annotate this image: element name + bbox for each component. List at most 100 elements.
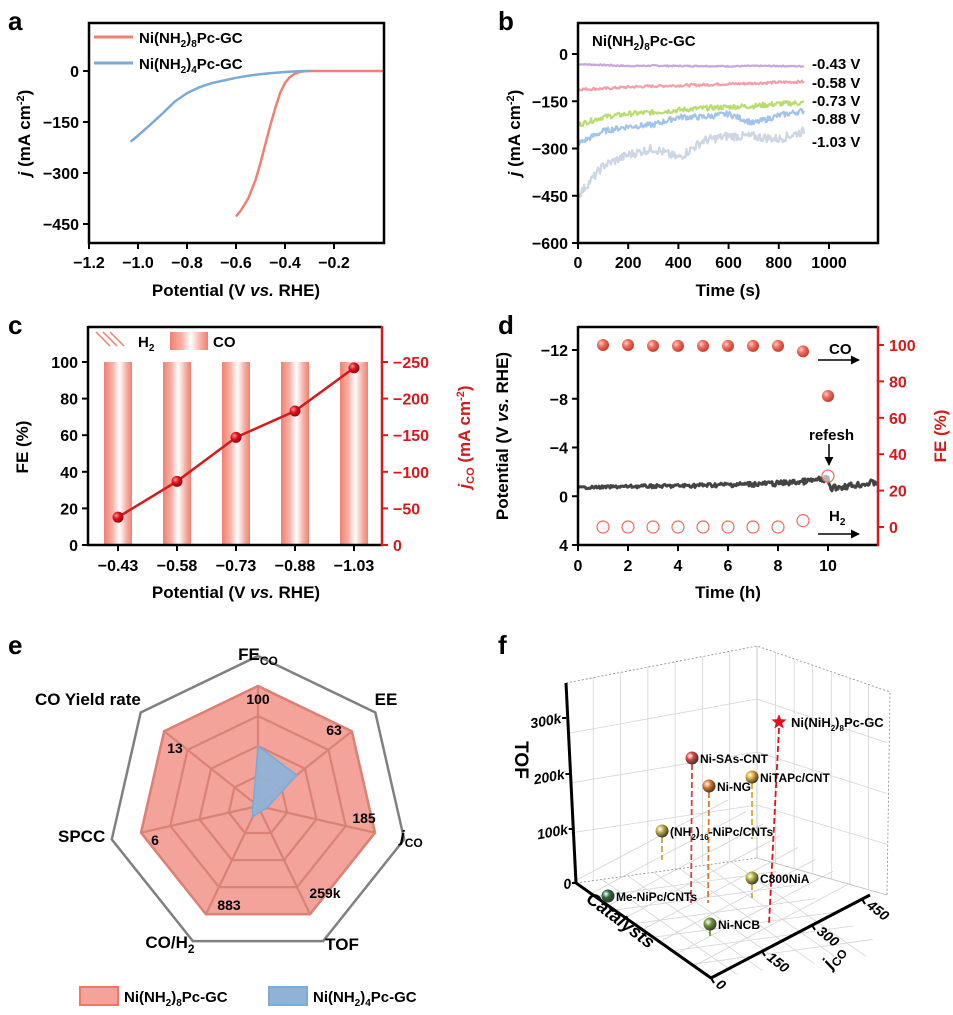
panel-d-series [576,339,879,534]
panel-c-jco-point [230,431,242,443]
panel-f-star-point [771,714,787,729]
panel-e-value-labels: 100 63 185 259k 883 6 13 [151,691,376,913]
panel-c-fe-bar-chart: −0.43 −0.58 −0.73 −0.88 −1.03 0 20 40 60 80 100 0 −5… [13,325,477,602]
panel-c-y2tick-label: −250 [393,355,429,372]
panel-e-spoke [163,730,259,807]
panel-e-axis-label: jCO [398,827,423,850]
panel-f-ytick [811,924,816,931]
panel-e-legend: Ni(NH2)8Pc-GC Ni(NH2)4Pc-GC [79,986,417,1009]
panel-d-h2-fe-point [796,514,810,528]
panel-f-floor-grid-line [672,925,854,952]
panel-f-point-label: Ni-NG [717,780,751,794]
panel-d-h2-fe-point [671,520,685,534]
panel-f-sphere-point [685,751,699,765]
panel-e-value-label: 259k [309,885,340,901]
panel-f-box-top-edges [565,645,891,896]
panel-b-xlabel: Time (s) [696,281,761,300]
panel-b-chrono-chart: 0 200 400 600 800 1000 0 −150 −300 −450 −600 -0.43… [505,21,880,300]
panel-c-jco-point [171,475,183,487]
panel-label-d: d [498,310,514,340]
panel-e-axis-label: FECO [238,645,278,668]
panel-d-h2-fe-point [771,520,785,534]
panel-d-co-fe-point [647,339,659,352]
panel-d-h2-annotation: H2 [829,508,846,528]
panel-c-jco-line [112,362,360,523]
panel-c-ytick-label: 0 [69,538,78,555]
panel-e-spoke [257,804,376,834]
panel-a-xtick-label: −1.0 [122,255,154,272]
panel-d-y2tick-label: 80 [889,374,907,391]
panel-a-ylabel: j (mA cm-2) [15,90,34,179]
panel-b-xtick-label: 800 [765,255,792,272]
panel-c-co-bar--0.73 [222,362,250,545]
panel-f-floor-grid-line [653,911,835,938]
panel-d-ytick-label: −8 [550,392,568,409]
panel-c-jco-point [348,362,360,374]
panel-c-y2tick-label: 0 [393,538,402,555]
panel-a-ytick-label: 0 [70,64,79,81]
panel-b-ticks: 0 200 400 600 800 1000 0 −150 −300 −450 −600 [532,47,847,272]
panel-c-legend: H2 CO [95,331,236,354]
legend-co-swatch [170,332,208,350]
panel-b-series-labels: -0.43 V -0.58 V-0.73 V-0.88 V -1.03 V [812,56,860,151]
panel-f-grid [565,645,891,979]
panel-f-point-label: Me-NiPc/CNTs [616,890,697,904]
panel-d-xlabel: Time (h) [695,583,761,602]
panel-a-series-line-1 [129,69,310,143]
panel-d-y2tick-label: 0 [889,520,898,537]
panel-f-floor-grid-line [570,799,729,884]
panel-f-floor-grid-line [601,879,738,975]
panel-b-series-line-0 [577,62,805,68]
panel-d-y2tick-label: 20 [889,484,907,501]
panel-d-h2-fe-point [821,469,835,483]
panel-f-ztick-label: 0 [562,875,573,892]
panel-a-xtick-label: −1.2 [73,255,105,272]
panel-e-axis-label: CO/H2 [145,933,195,956]
panel-c-co-bar--0.88 [281,362,309,545]
panel-f-points: Ni(NiH2)8Pc-GC Ni-SAs-CNT NiTAPc/CNT Ni-NG (… [601,714,884,937]
panel-f-drop-line [707,791,710,904]
panel-b-xtick-label: 1000 [811,255,847,272]
panel-f-sphere-point [601,889,615,903]
panel-b-title: Ni(NH2)8Pc-GC [592,33,696,53]
panel-f-point-label: (NH2)16-NiPc/CNTs [670,825,773,842]
panel-f-floor-grid-line [679,868,815,965]
panel-d-ytick-label: −4 [550,441,568,458]
legend-label-ni4-radar: Ni(NH2)4Pc-GC [313,989,417,1009]
panel-d-co-fe-point [622,339,634,351]
panel-e-axis-label: SPCC [58,827,105,846]
panel-f-floor-grid-line [633,898,815,925]
panel-f-point-label: NiTAPc/CNT [760,771,830,785]
panel-e-spoke [140,804,259,834]
legend-swatch-ni4 [268,986,308,1006]
panel-e-grid-ring [198,744,318,862]
panel-e-axis-label: TOF [325,935,359,954]
panel-f-floor-grid-line [691,939,873,965]
panel-f-ytick-label: 450 [863,896,892,924]
panel-label-e: e [8,630,22,660]
panel-a-xtick-label: −0.2 [318,255,350,272]
panel-f-sphere-point [655,824,669,838]
panel-e-series-1 [251,744,298,819]
panel-f-back-floor-edge [575,857,758,884]
panel-e-value-label: 13 [167,740,183,756]
panel-f-catalyst-axis [575,881,712,980]
panel-e-value-label: 185 [352,810,376,826]
panel-f-point-label: Ni-SAs-CNT [700,752,769,766]
panel-f-ztick-label: 100k [536,821,571,842]
panel-d-h2-fe-point [721,520,735,534]
panel-f-jco-axis [710,893,871,980]
panel-d-ytick-label: −12 [541,343,568,360]
panel-d-xtick-label: 8 [774,558,783,575]
panel-d-xtick-label: 6 [724,558,733,575]
panel-f-ztick-label: 200k [531,766,567,788]
legend-h2-swatch [95,331,125,347]
panel-b-series-label: -0.88 V [812,111,860,128]
panel-d-xtick-label: 2 [624,558,633,575]
panel-a-xtick-label: −0.6 [220,255,252,272]
panel-c-y2label: jCO (mA cm-2) [455,385,477,490]
panel-b-xtick-label: 0 [574,255,583,272]
panel-a-series [129,69,383,218]
panel-c-xtick-label: −0.88 [275,558,316,575]
